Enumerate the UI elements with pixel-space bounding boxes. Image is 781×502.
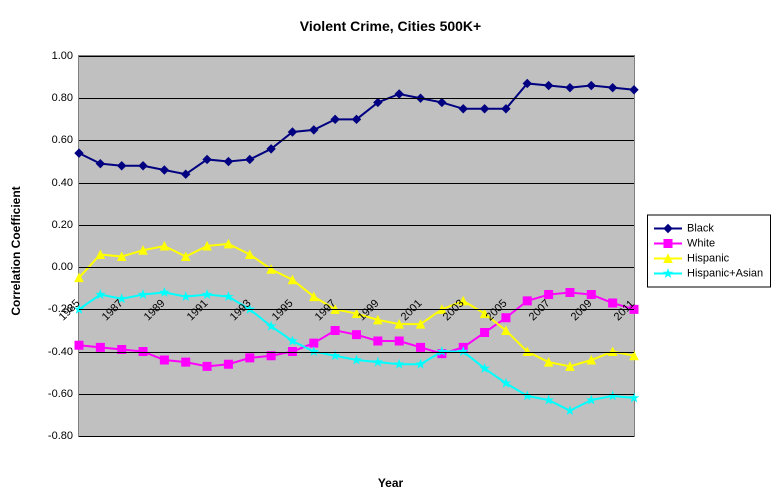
legend-label: White bbox=[687, 238, 715, 250]
legend-swatch bbox=[654, 223, 682, 235]
series-marker bbox=[481, 105, 489, 113]
gridline bbox=[79, 267, 634, 268]
y-tick-label: 0.80 bbox=[52, 92, 79, 104]
series-marker bbox=[160, 356, 168, 364]
series-marker bbox=[630, 394, 638, 401]
gridline bbox=[79, 436, 634, 437]
series-marker bbox=[182, 293, 190, 300]
plot-wrap: -0.80-0.60-0.40-0.200.000.200.400.600.80… bbox=[78, 55, 633, 435]
legend-label: Hispanic bbox=[687, 253, 729, 265]
y-axis-label: Correlation Coefficient bbox=[9, 186, 23, 315]
series-marker bbox=[331, 352, 339, 359]
gridline bbox=[79, 394, 634, 395]
diamond-icon bbox=[663, 224, 673, 234]
legend-item-hispanic+asian: Hispanic+Asian bbox=[654, 268, 764, 280]
series-marker bbox=[246, 354, 254, 362]
chart-title: Violent Crime, Cities 500K+ bbox=[0, 0, 781, 34]
series-marker bbox=[374, 337, 382, 345]
series-marker bbox=[523, 297, 531, 305]
series-line-black bbox=[79, 83, 634, 174]
series-marker bbox=[353, 356, 361, 363]
series-marker bbox=[75, 149, 83, 157]
series-marker bbox=[395, 360, 403, 367]
legend-label: Hispanic+Asian bbox=[687, 268, 763, 280]
series-marker bbox=[182, 358, 190, 366]
series-marker bbox=[310, 126, 318, 134]
series-marker bbox=[203, 362, 211, 370]
series-marker bbox=[417, 343, 425, 351]
legend: Black White Hispanic Hispanic+Asian bbox=[647, 215, 771, 288]
series-marker bbox=[139, 162, 147, 170]
series-marker bbox=[609, 299, 617, 307]
series-marker bbox=[438, 98, 446, 106]
series-marker bbox=[417, 360, 425, 367]
y-tick-label: 0.40 bbox=[52, 177, 79, 189]
plot-area: -0.80-0.60-0.40-0.200.000.200.400.600.80… bbox=[78, 55, 635, 437]
series-marker bbox=[246, 155, 254, 163]
triangle-icon bbox=[663, 254, 673, 264]
series-marker bbox=[96, 160, 104, 168]
series-marker bbox=[224, 360, 232, 368]
series-marker bbox=[267, 352, 275, 360]
gridline bbox=[79, 56, 634, 57]
square-icon bbox=[663, 239, 673, 249]
y-tick-label: 0.00 bbox=[52, 261, 79, 273]
series-marker bbox=[566, 84, 574, 92]
legend-swatch bbox=[654, 253, 682, 265]
legend-item-white: White bbox=[654, 238, 764, 250]
x-axis-label: Year bbox=[378, 476, 403, 490]
series-marker bbox=[459, 105, 467, 113]
series-marker bbox=[353, 331, 361, 339]
y-tick-label: 0.20 bbox=[52, 219, 79, 231]
y-tick-label: 1.00 bbox=[52, 50, 79, 62]
gridline bbox=[79, 98, 634, 99]
series-marker bbox=[395, 90, 403, 98]
legend-swatch bbox=[654, 238, 682, 250]
series-marker bbox=[161, 288, 169, 295]
gridline bbox=[79, 225, 634, 226]
series-marker bbox=[310, 339, 318, 347]
series-marker bbox=[630, 86, 638, 94]
series-marker bbox=[587, 82, 595, 90]
series-marker bbox=[246, 250, 254, 258]
series-marker bbox=[139, 291, 147, 298]
chart-svg bbox=[79, 56, 634, 436]
series-marker bbox=[609, 84, 617, 92]
series-marker bbox=[96, 343, 104, 351]
series-marker bbox=[481, 329, 489, 337]
y-tick-label: -0.60 bbox=[48, 388, 79, 400]
gridline bbox=[79, 140, 634, 141]
series-marker bbox=[566, 407, 574, 414]
series-marker bbox=[288, 276, 296, 284]
legend-label: Black bbox=[687, 223, 714, 235]
y-tick-label: 0.60 bbox=[52, 134, 79, 146]
y-tick-label: -0.40 bbox=[48, 346, 79, 358]
gridline bbox=[79, 183, 634, 184]
chart-container: Violent Crime, Cities 500K+ Correlation … bbox=[0, 0, 781, 502]
series-marker bbox=[545, 82, 553, 90]
legend-item-black: Black bbox=[654, 223, 764, 235]
series-marker bbox=[160, 166, 168, 174]
series-marker bbox=[203, 291, 211, 298]
y-tick-label: -0.80 bbox=[48, 430, 79, 442]
series-marker bbox=[395, 337, 403, 345]
series-marker bbox=[587, 291, 595, 299]
series-marker bbox=[545, 291, 553, 299]
series-marker bbox=[331, 326, 339, 334]
series-marker bbox=[182, 253, 190, 261]
legend-swatch bbox=[654, 268, 682, 280]
series-marker bbox=[374, 358, 382, 365]
star-icon bbox=[663, 269, 673, 279]
series-marker bbox=[118, 162, 126, 170]
series-marker bbox=[502, 314, 510, 322]
legend-item-hispanic: Hispanic bbox=[654, 253, 764, 265]
series-marker bbox=[224, 158, 232, 166]
series-marker bbox=[331, 115, 339, 123]
series-marker bbox=[566, 288, 574, 296]
gridline bbox=[79, 352, 634, 353]
